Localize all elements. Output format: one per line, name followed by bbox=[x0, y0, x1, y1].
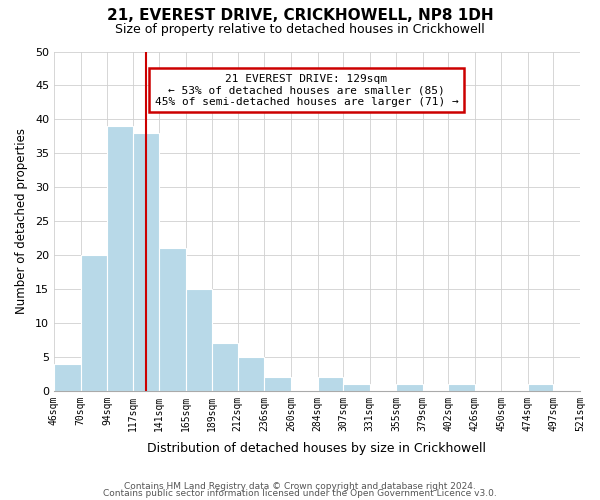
Bar bbox=[212, 344, 238, 391]
Bar bbox=[107, 126, 133, 391]
Bar bbox=[396, 384, 423, 391]
Bar bbox=[317, 377, 343, 391]
Text: Contains HM Land Registry data © Crown copyright and database right 2024.: Contains HM Land Registry data © Crown c… bbox=[124, 482, 476, 491]
Bar bbox=[238, 357, 265, 391]
Text: Size of property relative to detached houses in Crickhowell: Size of property relative to detached ho… bbox=[115, 22, 485, 36]
Bar bbox=[80, 255, 107, 391]
X-axis label: Distribution of detached houses by size in Crickhowell: Distribution of detached houses by size … bbox=[148, 442, 487, 455]
Bar bbox=[54, 364, 80, 391]
Bar bbox=[159, 248, 186, 391]
Text: 21 EVEREST DRIVE: 129sqm
← 53% of detached houses are smaller (85)
45% of semi-d: 21 EVEREST DRIVE: 129sqm ← 53% of detach… bbox=[155, 74, 458, 107]
Text: Contains public sector information licensed under the Open Government Licence v3: Contains public sector information licen… bbox=[103, 488, 497, 498]
Bar bbox=[528, 384, 553, 391]
Bar bbox=[186, 289, 212, 391]
Bar bbox=[133, 133, 159, 391]
Y-axis label: Number of detached properties: Number of detached properties bbox=[15, 128, 28, 314]
Bar bbox=[265, 377, 291, 391]
Bar bbox=[343, 384, 370, 391]
Bar bbox=[448, 384, 475, 391]
Text: 21, EVEREST DRIVE, CRICKHOWELL, NP8 1DH: 21, EVEREST DRIVE, CRICKHOWELL, NP8 1DH bbox=[107, 8, 493, 22]
